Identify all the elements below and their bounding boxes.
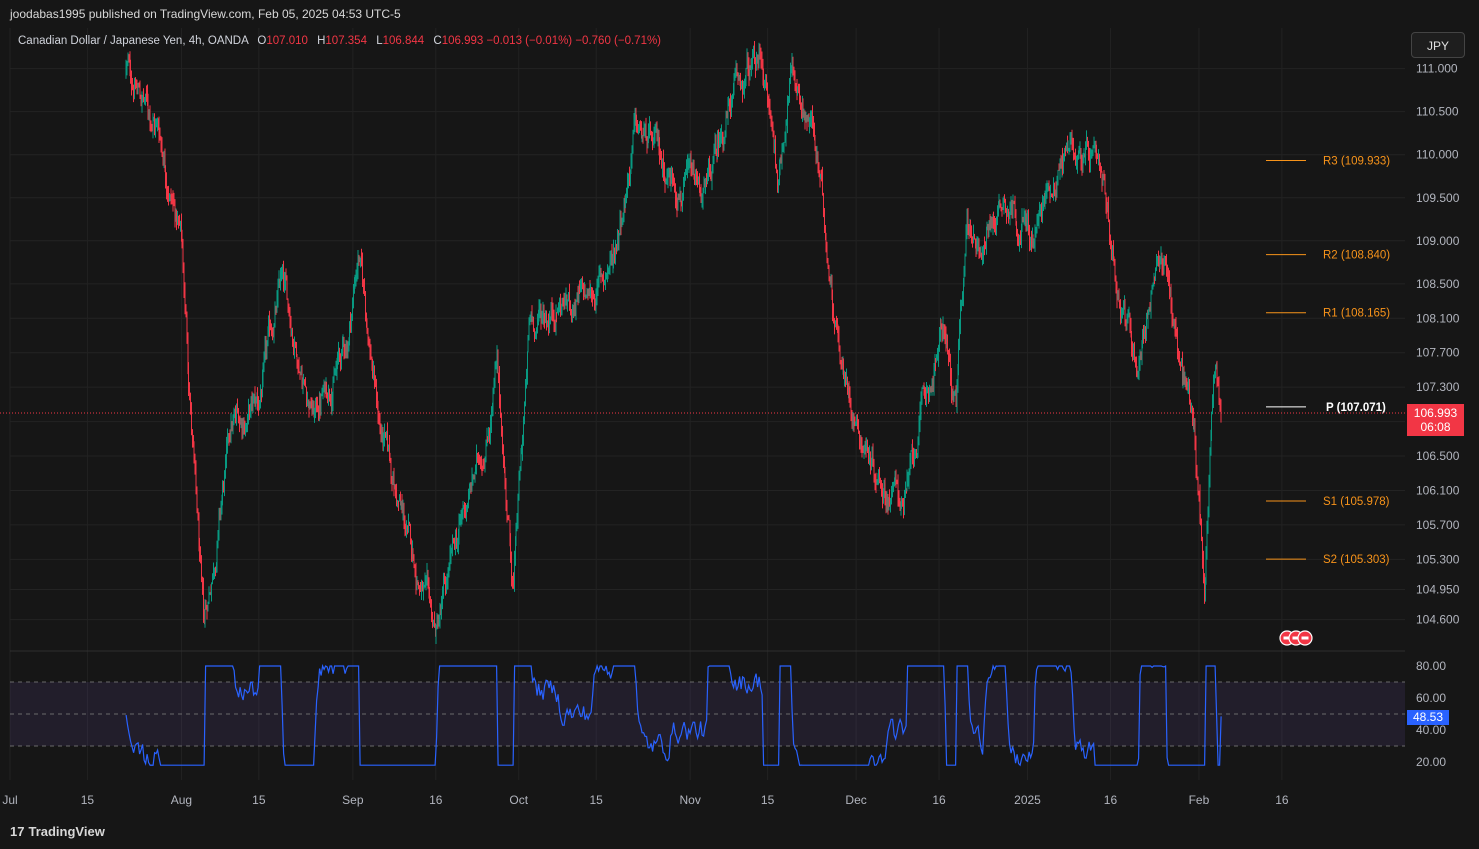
rsi-panel — [10, 663, 1405, 767]
price-tick-label: 110.500 — [1416, 105, 1459, 119]
time-tick-label: 2025 — [1014, 793, 1041, 807]
time-tick-label: 16 — [932, 793, 946, 807]
chart-canvas[interactable]: R3 (109.933) R2 (108.840) R1 (108.165) P (1… — [0, 28, 1479, 814]
time-tick-label: 16 — [429, 793, 443, 807]
events-flags[interactable] — [1279, 630, 1313, 646]
time-tick-label: 16 — [1275, 793, 1289, 807]
tradingview-brand: TradingView — [28, 824, 105, 839]
open-value: 107.010 — [266, 35, 308, 47]
pivot-label: R3 (109.933) — [1323, 155, 1390, 167]
rsi-line — [125, 663, 1222, 767]
price-tick-label: 108.500 — [1416, 277, 1460, 291]
symbol-name: Canadian Dollar / Japanese Yen, 4h, OAND… — [18, 35, 249, 47]
time-tick-label: 15 — [81, 793, 95, 807]
price-tick-label: 108.100 — [1416, 311, 1460, 325]
close-value: 106.993 — [441, 35, 484, 47]
time-tick-label: 15 — [252, 793, 266, 807]
last-price-value: 106.993 — [1413, 406, 1458, 420]
flag-stripe-icon — [1283, 636, 1291, 640]
open-label: O — [257, 35, 267, 47]
footer-bar: 17 TradingView — [0, 814, 1479, 849]
price-tick-label: 111.000 — [1416, 62, 1458, 76]
grid-lines — [9, 28, 1405, 780]
time-tick-label: 16 — [1104, 793, 1118, 807]
change-value-2: −0.760 (−0.71%) — [575, 35, 662, 47]
price-tick-label: 105.300 — [1416, 552, 1460, 566]
pivot-label: S1 (105.978) — [1323, 496, 1390, 508]
time-tick-label: Aug — [171, 793, 192, 807]
rsi-tick-label: 20.00 — [1416, 755, 1446, 769]
pivot-label: R2 (108.840) — [1323, 250, 1390, 262]
time-tick-label: Feb — [1189, 793, 1210, 807]
currency-button[interactable]: JPY — [1411, 32, 1465, 58]
price-tick-label: 110.000 — [1416, 148, 1459, 162]
time-tick-label: Oct — [509, 793, 528, 807]
price-tick-label: 109.000 — [1416, 234, 1460, 248]
change-value: −0.013 (−0.01%) — [486, 35, 573, 47]
price-axis[interactable]: 111.000 110.500 110.000 109.500 109.000 108.5… — [1416, 62, 1460, 627]
price-tick-label: 106.500 — [1416, 449, 1460, 463]
price-tick-label: 104.600 — [1416, 613, 1460, 627]
price-tick-label: 107.300 — [1416, 380, 1460, 394]
time-tick-label: Jul — [2, 793, 17, 807]
time-tick-label: Dec — [845, 793, 866, 807]
rsi-axis[interactable]: 80.00 60.00 40.00 20.00 — [1416, 659, 1446, 769]
tradingview-logo[interactable]: 17 TradingView — [10, 824, 105, 839]
rsi-tick-label: 80.00 — [1416, 659, 1446, 673]
rsi-value-label: 48.53 — [1407, 710, 1449, 725]
pivot-label: S2 (105.303) — [1323, 554, 1390, 566]
rsi-tick-label: 40.00 — [1416, 723, 1446, 737]
price-tick-label: 104.950 — [1416, 583, 1460, 597]
price-tick-label: 109.500 — [1416, 191, 1460, 205]
price-tick-label: 107.700 — [1416, 346, 1460, 360]
low-label: L — [376, 35, 383, 47]
price-tick-label: 105.700 — [1416, 518, 1460, 532]
pivot-label: R1 (108.165) — [1323, 308, 1390, 320]
tradingview-mark-icon: 17 — [10, 824, 25, 839]
high-value: 107.354 — [325, 35, 367, 47]
high-label: H — [317, 35, 326, 47]
rsi-tick-label: 60.00 — [1416, 691, 1446, 705]
bar-countdown: 06:08 — [1420, 420, 1451, 434]
flag-stripe-icon — [1301, 636, 1309, 640]
close-label: C — [433, 35, 442, 47]
time-tick-label: 15 — [590, 793, 604, 807]
time-tick-label: Nov — [680, 793, 701, 807]
candlestick-series — [125, 41, 1222, 645]
last-price-label: 106.993 06:08 — [1407, 404, 1464, 436]
time-tick-label: Sep — [342, 793, 364, 807]
flag-stripe-icon — [1292, 636, 1300, 640]
low-value: 106.844 — [382, 35, 425, 47]
publisher-line: joodabas1995 published on TradingView.co… — [10, 7, 401, 21]
time-tick-label: 15 — [761, 793, 775, 807]
time-axis[interactable]: Jul 15 Aug 15 Sep 16 Oct 15 Nov 15 Dec 16 2025 16 Feb 1… — [2, 793, 1289, 807]
pivot-label: P (107.071) — [1326, 402, 1386, 414]
publisher-bar: joodabas1995 published on TradingView.co… — [0, 0, 1479, 28]
symbol-legend: Canadian Dollar / Japanese Yen, 4h, OAND… — [18, 35, 661, 47]
price-tick-label: 106.100 — [1416, 483, 1460, 497]
pivot-levels: R3 (109.933) R2 (108.840) R1 (108.165) P (1… — [1266, 155, 1390, 566]
